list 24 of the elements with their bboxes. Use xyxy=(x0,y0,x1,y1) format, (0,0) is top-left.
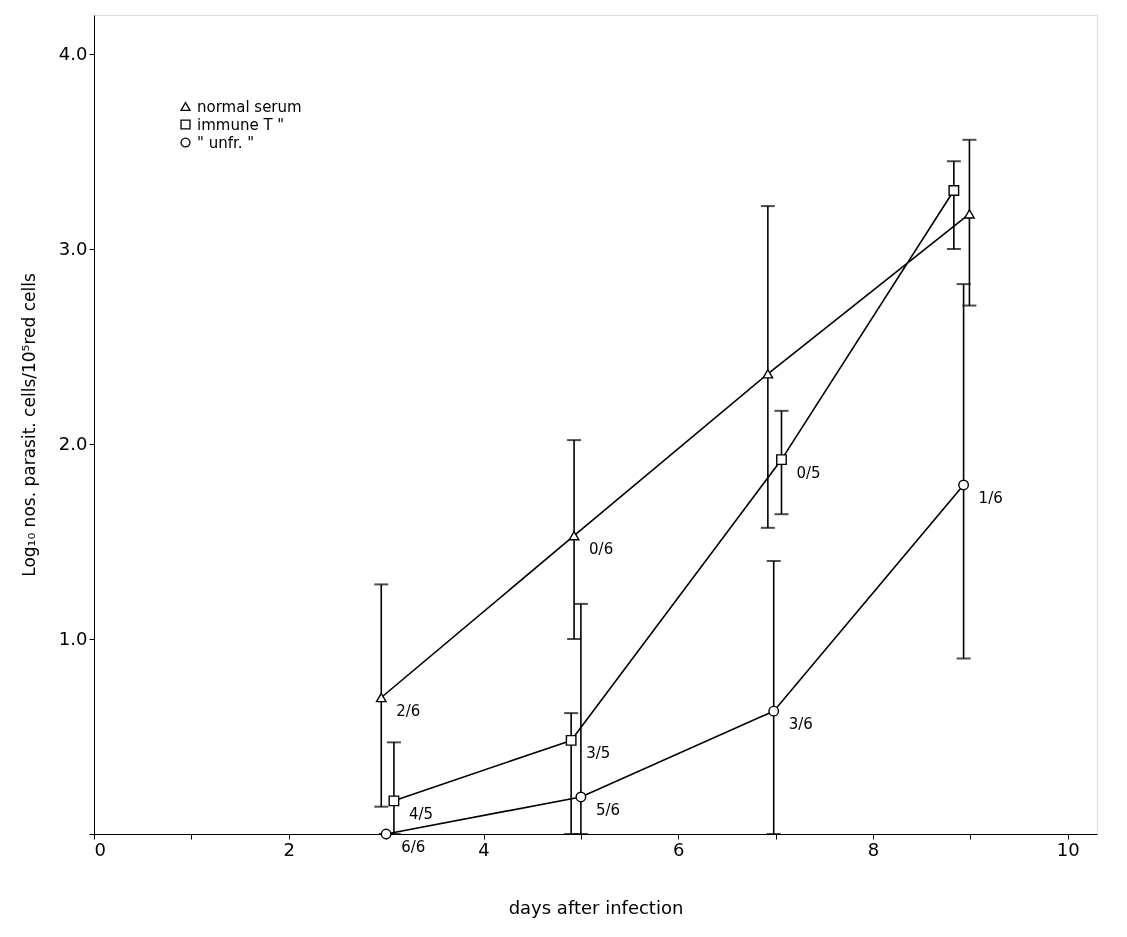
y-tick-label: 2.0 xyxy=(58,432,88,454)
x-tick-label: 2 xyxy=(283,838,295,860)
y-axis-title: Log₁₀ nos. parasit. cells/10⁵red cells xyxy=(18,273,39,577)
annotation: 1/6 xyxy=(978,488,1003,507)
annotation: 6/6 xyxy=(401,838,426,856)
y-tick-label: 1.0 xyxy=(58,627,88,649)
legend-label: " unfr. " xyxy=(197,133,255,152)
annotation: 4/5 xyxy=(408,804,434,823)
x-tick-label: 0 xyxy=(94,838,106,860)
x-tick-label: 10 xyxy=(1056,838,1080,860)
annotation: 3/5 xyxy=(586,744,611,763)
legend-label: normal serum xyxy=(197,97,302,116)
annotation: 5/6 xyxy=(595,800,621,819)
annotation: 2/6 xyxy=(396,701,421,720)
x-tick-label: 8 xyxy=(867,838,880,860)
legend-label: immune T " xyxy=(197,115,285,134)
y-tick-label: 3.0 xyxy=(58,237,88,259)
y-tick-label: 4.0 xyxy=(58,42,88,64)
annotation: 3/6 xyxy=(788,715,813,734)
annotation: 0/6 xyxy=(589,539,614,558)
x-axis-title: days after infection xyxy=(508,896,684,918)
x-tick-label: 6 xyxy=(673,838,685,860)
annotation: 0/5 xyxy=(796,463,821,482)
x-tick-label: 4 xyxy=(478,838,490,860)
